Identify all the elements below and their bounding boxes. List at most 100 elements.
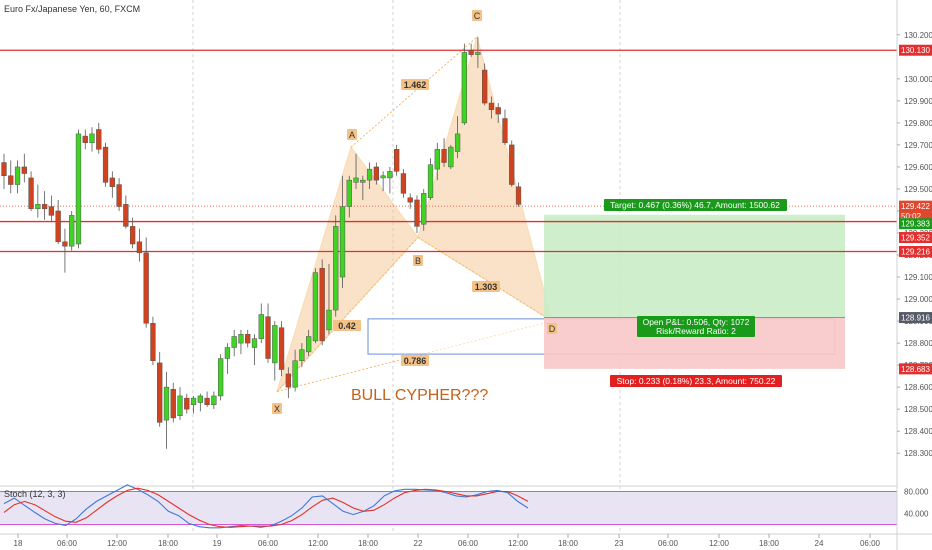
price-tag [899,218,932,230]
point-label-bg [272,403,282,414]
candle-up [35,204,41,210]
y-tick-label: 128.800 [904,339,932,348]
price-tag [899,312,932,324]
ratio-label-bg [472,281,500,292]
candle-down [102,146,109,183]
candle-down [48,206,55,216]
y-tick-label: 130.200 [904,31,932,40]
price-tag-label: 130.130 [901,46,930,55]
stoch-pane [0,484,897,529]
candle-up [454,133,461,152]
candle-up [461,52,468,124]
x-tick-label: 18:00 [558,539,579,548]
y-tick-label: 129.700 [904,141,932,150]
point-label-bg [347,129,357,140]
pattern-ratio-line [276,237,419,392]
price-tag [899,232,932,244]
point-label-c: C [474,11,481,21]
candle-up [312,272,319,342]
candle-up [190,397,197,405]
candle-up [346,179,352,207]
open-pnl-label: Open P&L: 0.506, Qty: 1072 Risk/Reward R… [637,316,755,337]
price-tag [899,210,932,222]
candle-down [502,118,508,143]
candle-up [366,168,373,181]
candle-down [495,107,501,115]
risk-reward-text: Risk/Reward Ratio: 2 [656,326,736,336]
point-label-b: B [415,256,421,266]
candle-down [109,177,115,187]
point-label-bg [472,10,482,21]
candle-up [211,395,217,405]
x-tick-label: 12:00 [508,539,529,548]
x-tick-label: 06:00 [57,539,78,548]
candle-down [515,186,522,205]
price-tag-label: 129.216 [901,247,930,256]
y-tick-label: 129.500 [904,185,932,194]
candle-down [204,397,210,405]
target-label: Target: 0.467 (0.36%) 46.7, Amount: 1500… [604,199,787,211]
candle-down [414,199,420,227]
chart-title: Euro Fx/Japanese Yen, 60, FXCM [4,4,140,14]
candle-up [258,314,264,339]
y-tick-label: 129.800 [904,119,932,128]
candle-up [387,171,393,179]
point-label-bg [547,323,557,334]
candle-down [143,252,149,324]
candle-down [319,267,325,342]
price-tag-label: 129.422 [901,202,930,211]
x-tick-label: 18:00 [358,539,379,548]
candle-down [278,327,285,370]
x-tick-label: 24 [815,539,824,548]
candle-up [326,309,332,331]
candle-up [292,360,298,388]
candle-up [475,52,481,55]
candle-down [150,323,156,361]
x-tick-label: 06:00 [258,539,279,548]
candle-down [400,173,407,194]
x-tick-label: 06:00 [658,539,679,548]
stop-label: Stop: 0.233 (0.18%) 23.3, Amount: 750.22 [610,375,782,387]
x-tick-label: 12:00 [308,539,329,548]
point-label-bg [413,255,423,266]
pattern-labels: X A B C D 1.462 1.303 0.42 0.786 [272,10,557,414]
x-tick-label: 12:00 [709,539,730,548]
candle-down [285,373,291,388]
price-tag [899,363,932,375]
x-tick-label: 19 [213,539,222,548]
stoch-d-line [3,487,529,528]
x-tick-label: 12:00 [107,539,128,548]
candle-up [306,336,312,353]
x-tick-label: 06:00 [860,539,881,548]
candle-up [89,133,95,143]
price-tag-label: 129.383 [901,220,930,229]
candle-up [14,166,21,185]
candle-up [224,347,231,359]
y-tick-label: 128.400 [904,427,932,436]
candle-up [251,338,258,348]
ratio-label: 0.42 [338,321,356,331]
candle-down [157,362,163,423]
x-tick-label: 23 [615,539,624,548]
candle-down [170,389,176,419]
target-text: Target: 0.467 (0.36%) 46.7, Amount: 1500… [610,200,780,210]
price-tag-label: 129.352 [901,234,930,243]
time-axis[interactable]: 18 06:00 12:00 18:00 19 06:00 12:00 18:00 22 06:0… [14,534,881,548]
ratio-label-bg [333,320,361,331]
candle-down [245,334,251,344]
candle-down [96,129,102,150]
y-tick-label: 129.900 [904,97,932,106]
candle-up [333,226,339,311]
candle-up [217,358,224,397]
point-label-x: X [274,404,280,414]
candle-up [177,395,183,417]
y-tick-label: 129.000 [904,295,932,304]
candle-down [184,397,190,410]
target-zone [544,214,845,318]
price-tag-label: 128.683 [901,365,930,374]
y-tick-label: 128.500 [904,405,932,414]
candle-down [21,166,27,174]
x-tick-label: 06:00 [458,539,479,548]
x-tick-label: 18 [14,539,23,548]
